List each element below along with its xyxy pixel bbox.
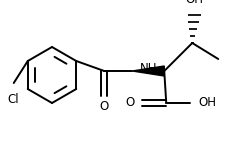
Text: O: O <box>100 100 109 112</box>
Polygon shape <box>132 66 164 76</box>
Text: OH: OH <box>185 0 203 6</box>
Text: OH: OH <box>198 97 216 109</box>
Text: O: O <box>125 97 134 109</box>
Text: NH: NH <box>140 62 158 76</box>
Text: Cl: Cl <box>7 93 19 106</box>
